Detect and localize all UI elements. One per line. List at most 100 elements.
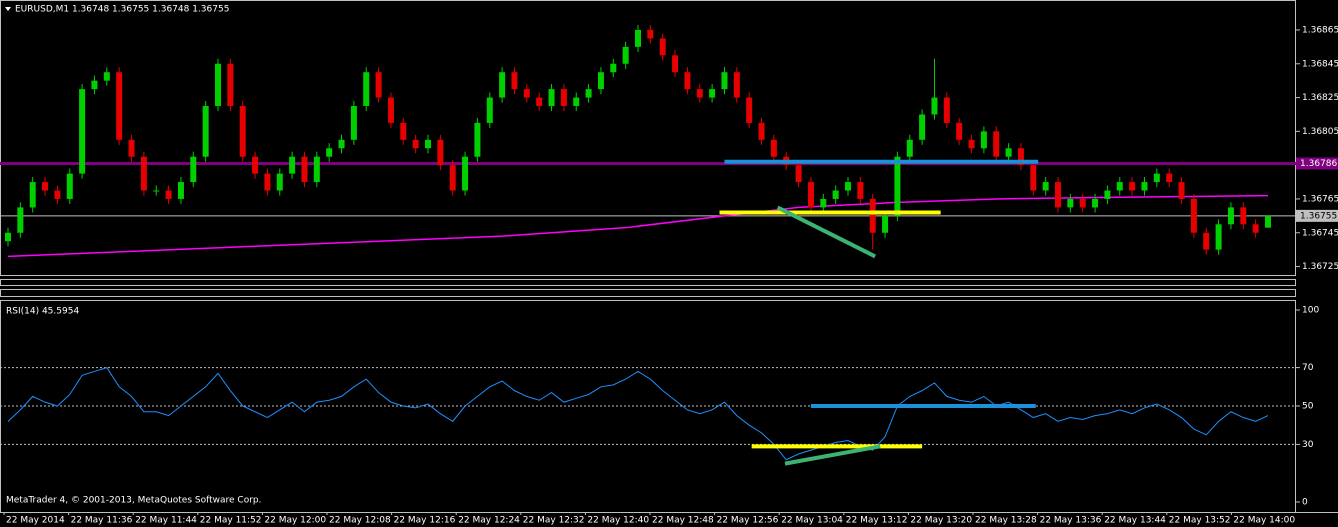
time-label: 22 May 14:00 bbox=[1233, 516, 1295, 526]
candle-body bbox=[795, 165, 802, 183]
time-label: 22 May 12:56 bbox=[717, 516, 779, 526]
candle-body bbox=[116, 72, 123, 140]
candle-body bbox=[1227, 207, 1234, 225]
candle-body bbox=[17, 207, 24, 233]
candle-body bbox=[1240, 207, 1247, 225]
candle-body bbox=[1190, 198, 1197, 233]
price-window bbox=[0, 0, 1296, 276]
candle-body bbox=[1116, 182, 1123, 191]
candle-body bbox=[622, 46, 629, 64]
candle-body bbox=[1129, 182, 1136, 191]
menu-arrow[interactable] bbox=[5, 7, 11, 11]
candle-body bbox=[721, 72, 728, 90]
candle-body bbox=[153, 190, 160, 192]
y-tick-label: 1.36845 bbox=[1302, 59, 1338, 69]
candle-body bbox=[264, 173, 271, 191]
candle-body bbox=[882, 215, 889, 233]
candle-body bbox=[943, 97, 950, 123]
candle-body bbox=[980, 131, 987, 149]
candle-body bbox=[919, 114, 926, 140]
candle-body bbox=[536, 97, 543, 107]
y-tick-label: 30 bbox=[1302, 440, 1314, 450]
candle-body bbox=[1079, 198, 1086, 208]
candle-body bbox=[1017, 148, 1024, 166]
candle-body bbox=[573, 97, 580, 107]
candle-body bbox=[326, 148, 333, 157]
candle-body bbox=[845, 182, 851, 191]
candle-body bbox=[597, 72, 604, 90]
candle-body bbox=[1153, 173, 1160, 183]
time-label: 22 May 13:44 bbox=[1104, 516, 1166, 526]
time-label: 22 May 12:48 bbox=[652, 516, 714, 526]
candle-body bbox=[128, 139, 135, 157]
candle-body bbox=[66, 173, 73, 199]
candle-body bbox=[363, 72, 370, 107]
candle-body bbox=[54, 190, 61, 199]
candle-body bbox=[993, 131, 1000, 157]
candle-body bbox=[1252, 224, 1259, 233]
candle-body bbox=[1178, 182, 1185, 199]
candle-body bbox=[560, 89, 567, 107]
time-label: 22 May 12:08 bbox=[329, 516, 391, 526]
candle-body bbox=[1215, 224, 1222, 250]
candle-body bbox=[1005, 148, 1012, 157]
candle-body bbox=[869, 198, 876, 233]
time-label: 22 May 13:28 bbox=[975, 516, 1037, 526]
trendline bbox=[776, 205, 877, 259]
candle-body bbox=[709, 89, 716, 98]
time-label: 22 May 12:24 bbox=[458, 516, 520, 526]
candle-body bbox=[215, 63, 221, 107]
candle-body bbox=[1030, 165, 1037, 191]
y-tick-label: 1.36725 bbox=[1302, 262, 1338, 272]
candle-body bbox=[758, 122, 765, 140]
candle-body bbox=[906, 139, 913, 157]
rsi-label: RSI(14) 45.5954 bbox=[6, 307, 79, 317]
y-tick-label: 0 bbox=[1302, 498, 1308, 508]
y-tick-label: 100 bbox=[1302, 306, 1319, 316]
empty-window bbox=[0, 279, 1296, 286]
candle-body bbox=[5, 232, 11, 242]
time-label: 22 May 12:16 bbox=[394, 516, 456, 526]
candle-body bbox=[313, 156, 320, 183]
symbol-header: EURUSD,M1 1.36748 1.36755 1.36748 1.3675… bbox=[15, 5, 229, 15]
candle-body bbox=[103, 72, 110, 81]
time-label: 22 May 13:20 bbox=[910, 516, 972, 526]
candle-body bbox=[696, 89, 703, 98]
candle-body bbox=[301, 156, 308, 183]
empty-window bbox=[0, 289, 1296, 297]
trendline bbox=[784, 444, 881, 466]
price-label: 1.36755 bbox=[1300, 211, 1337, 221]
candle-body bbox=[499, 72, 506, 98]
candle-body bbox=[437, 139, 444, 166]
candle-body bbox=[227, 63, 234, 107]
candle-body bbox=[1166, 173, 1173, 183]
time-label: 22 May 12:32 bbox=[523, 516, 585, 526]
time-label: 22 May 11:44 bbox=[135, 516, 197, 526]
candle-body bbox=[523, 89, 530, 98]
candle-body bbox=[647, 29, 654, 39]
candle-body bbox=[832, 190, 839, 199]
candle-body bbox=[177, 182, 184, 199]
candle-body bbox=[733, 72, 740, 98]
time-label: 22 May 13:12 bbox=[846, 516, 908, 526]
candle-body bbox=[1042, 182, 1049, 191]
copyright: MetaTrader 4, © 2001-2013, MetaQuotes So… bbox=[6, 496, 262, 506]
candle-body bbox=[165, 190, 172, 199]
candle-body bbox=[190, 156, 197, 183]
price-label-box bbox=[1296, 209, 1338, 222]
candle-body bbox=[29, 182, 36, 208]
candle-body bbox=[770, 139, 777, 157]
time-label: 22 May 13:04 bbox=[781, 516, 843, 526]
candle-body bbox=[462, 156, 469, 191]
candle-body bbox=[1055, 182, 1061, 208]
candle-body bbox=[449, 165, 456, 191]
candle-body bbox=[807, 182, 814, 208]
y-tick-label: 1.36865 bbox=[1302, 25, 1338, 35]
candle-body bbox=[289, 156, 296, 174]
moving-average bbox=[7, 194, 1269, 258]
candle-body bbox=[400, 122, 407, 140]
candle-body bbox=[659, 38, 666, 56]
candle-body bbox=[968, 139, 975, 149]
